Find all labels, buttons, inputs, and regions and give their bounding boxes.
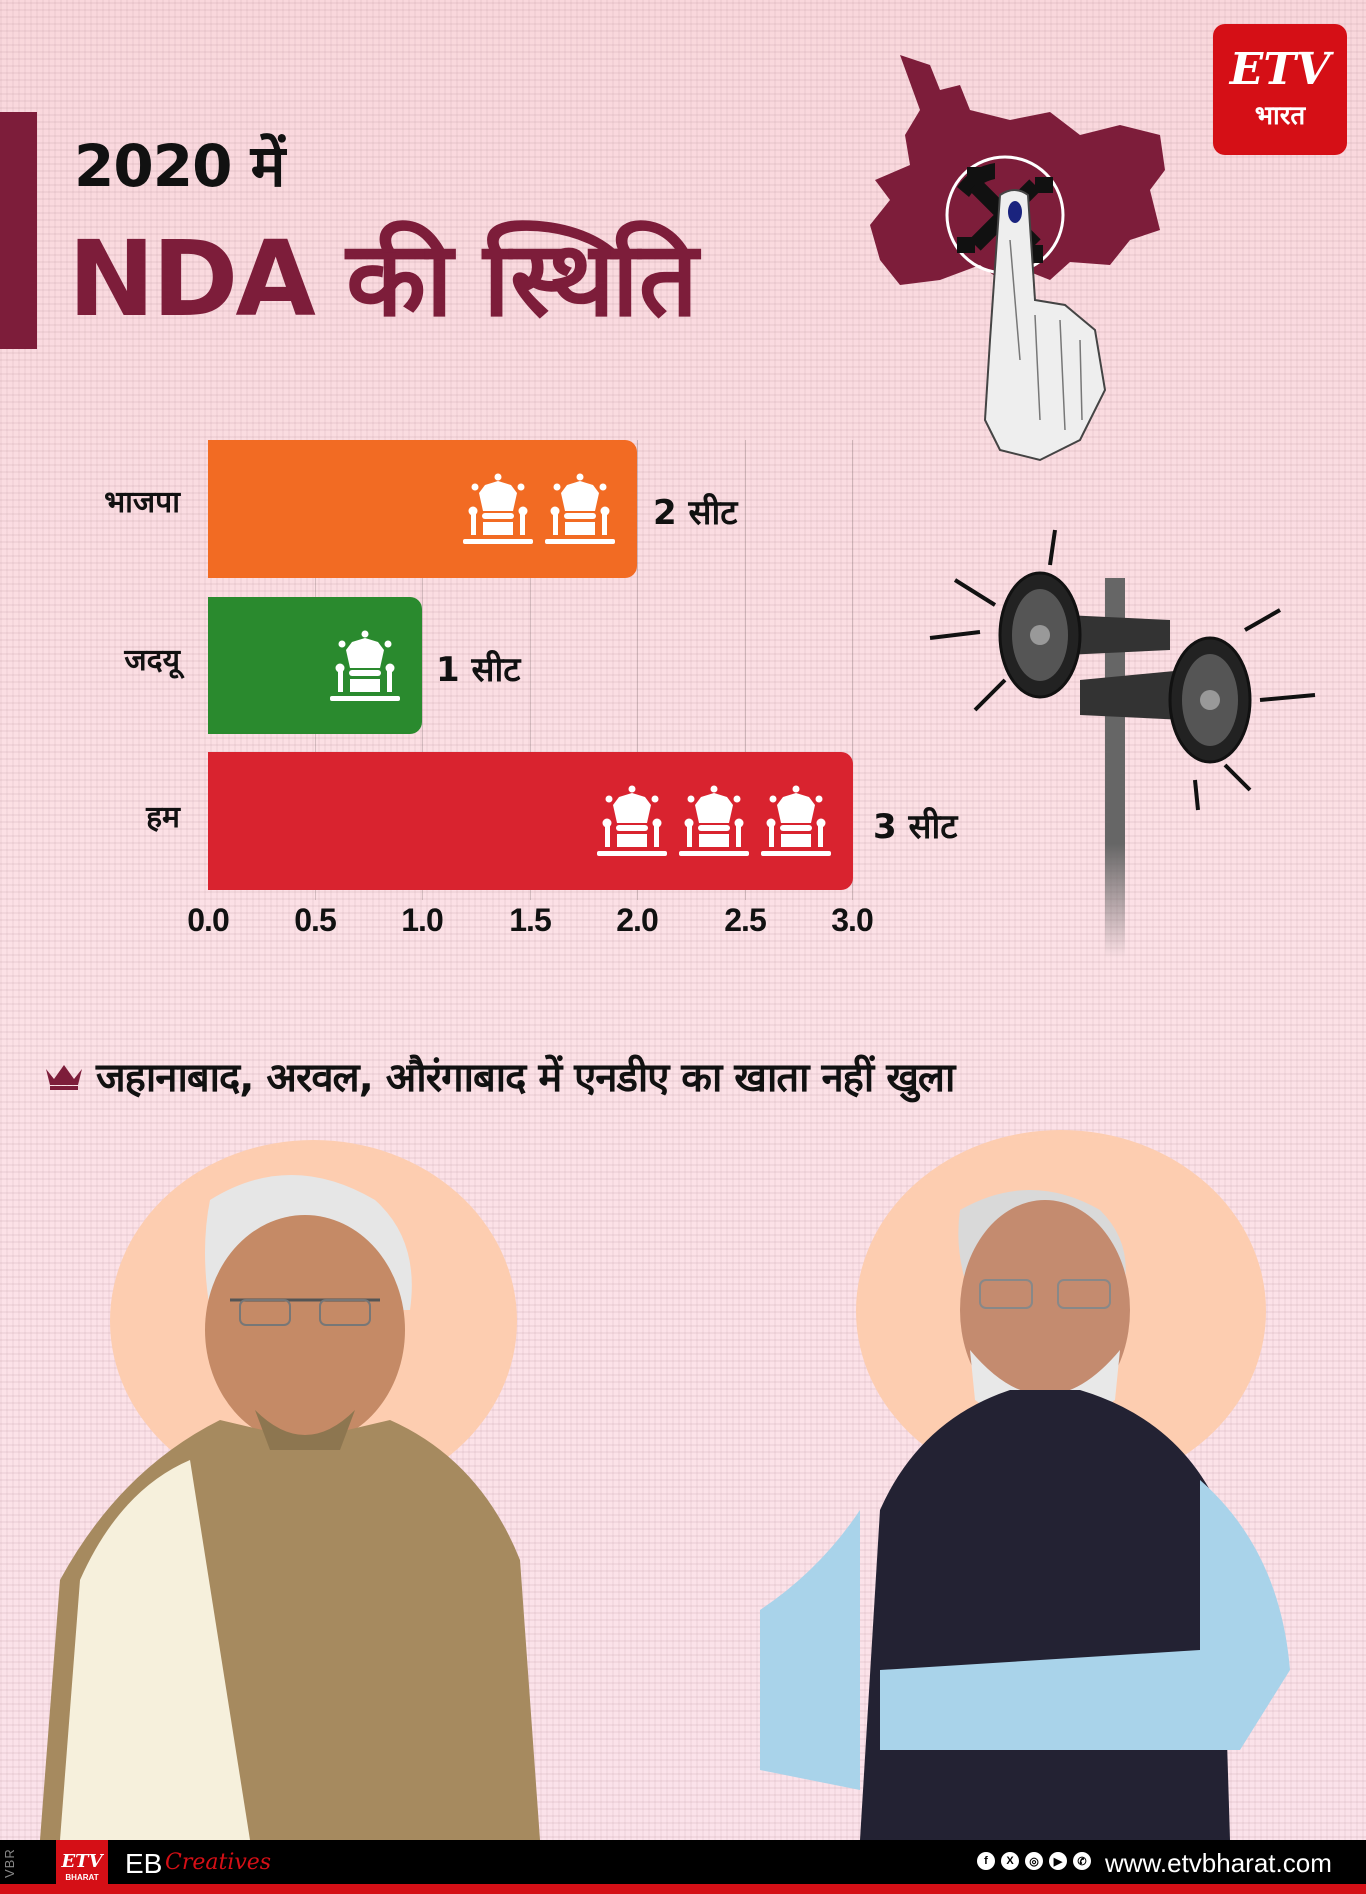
footer-eb: EB	[125, 1848, 163, 1879]
throne-icon	[761, 785, 831, 856]
whatsapp-icon[interactable]: ✆	[1073, 1852, 1091, 1870]
note-row: जहानाबाद, अरवल, औरंगाबाद में एनडीए का खा…	[44, 1048, 955, 1103]
gridline	[745, 440, 746, 900]
website-link[interactable]: www.etvbharat.com	[1105, 1848, 1332, 1878]
gridline	[852, 440, 853, 900]
gridline	[422, 440, 423, 900]
note-text: जहानाबाद, अरवल, औरंगाबाद में एनडीए का खा…	[96, 1055, 955, 1101]
crown-icon	[46, 1064, 82, 1090]
title-accent-bar	[0, 112, 37, 349]
social-links: f X ◎ ▶ ✆	[977, 1852, 1091, 1870]
x-tick: 3.0	[831, 902, 873, 938]
bar-label-ham: हम	[146, 800, 180, 835]
x-tick: 2.5	[724, 902, 766, 938]
portrait-right	[760, 1190, 1290, 1840]
x-tick: 0.0	[187, 902, 229, 938]
page-title: NDA की स्थिति	[68, 218, 698, 340]
x-tick: 0.5	[294, 902, 336, 938]
bar-label-jdu: जदयू	[124, 643, 180, 678]
x-tick: 1.5	[509, 902, 551, 938]
throne-icon	[597, 785, 667, 856]
instagram-icon[interactable]: ◎	[1025, 1852, 1043, 1870]
bar-label-bjp: भाजपा	[104, 485, 180, 520]
footer-etv-logo: ETV BHARAT	[56, 1840, 108, 1894]
bar-bjp	[208, 440, 637, 578]
footer-logo-brand: ETV	[61, 1850, 103, 1872]
gridline	[637, 440, 638, 900]
throne-icon	[463, 473, 533, 544]
megaphone-pole-illustration	[929, 529, 1316, 958]
gridline	[530, 440, 531, 900]
title-year: 2020 में	[74, 132, 285, 200]
footer-side-label: VBR	[2, 1848, 17, 1878]
throne-icon	[679, 785, 749, 856]
value-label-ham: 3 सीट	[873, 807, 958, 847]
throne-icon	[330, 630, 400, 701]
facebook-icon[interactable]: f	[977, 1852, 995, 1870]
seat-bar-chart: भाजपा 2 सीट जदयू 1 सीट हम 3 सीट 0.0 0.5 …	[0, 420, 960, 960]
footer-bar	[0, 1840, 1366, 1884]
bar-jdu	[208, 597, 422, 734]
x-tick: 1.0	[401, 902, 443, 938]
footer-red-strip	[0, 1884, 1366, 1894]
youtube-icon[interactable]: ▶	[1049, 1852, 1067, 1870]
footer-logo-sub: BHARAT	[65, 1872, 99, 1882]
x-tick: 2.0	[616, 902, 658, 938]
value-label-jdu: 1 सीट	[436, 650, 521, 690]
footer-creatives: Creatives	[165, 1850, 272, 1875]
logo-brand: ETV	[1229, 43, 1331, 95]
portrait-left	[40, 1175, 540, 1840]
etv-bharat-logo: ETV भारत	[1213, 24, 1347, 155]
logo-subtitle: भारत	[1254, 100, 1306, 131]
throne-icon	[545, 473, 615, 544]
x-icon[interactable]: X	[1001, 1852, 1019, 1870]
value-label-bjp: 2 सीट	[653, 493, 738, 533]
bar-ham	[208, 752, 853, 890]
bihar-map-voting-hand-illustration	[870, 55, 1165, 462]
